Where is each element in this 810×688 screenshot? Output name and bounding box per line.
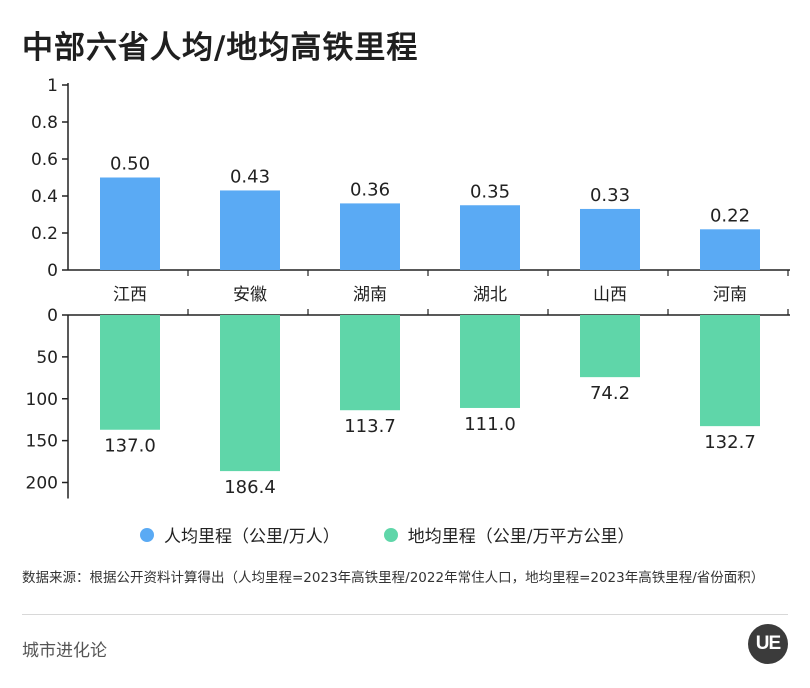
top-y-tick-label: 1	[47, 76, 58, 96]
per-capita-value-label: 0.50	[110, 154, 150, 175]
per-capita-bar	[340, 203, 400, 270]
per-area-bar	[460, 315, 520, 408]
bottom-y-tick-label: 0	[47, 306, 58, 326]
category-label: 湖北	[473, 285, 507, 305]
per-capita-value-label: 0.35	[470, 181, 510, 202]
per-area-value-label: 186.4	[224, 477, 276, 498]
category-label: 河南	[713, 285, 747, 305]
category-label: 湖南	[353, 285, 387, 305]
per-area-bar	[580, 315, 640, 378]
per-area-value-label: 113.7	[344, 416, 396, 437]
per-capita-bar	[580, 208, 640, 270]
divider	[22, 614, 788, 615]
top-y-tick-label: 0.2	[31, 224, 58, 244]
legend: 人均里程（公里/万人） 地均里程（公里/万平方公里）	[140, 522, 678, 547]
per-capita-bar	[460, 205, 520, 270]
legend-label-per-capita: 人均里程（公里/万人）	[164, 527, 340, 547]
category-label: 江西	[113, 285, 147, 305]
per-capita-value-label: 0.43	[230, 166, 270, 187]
top-y-tick-label: 0	[47, 261, 58, 281]
data-source-note: 数据来源：根据公开资料计算得出（人均里程=2023年高铁里程/2022年常住人口…	[22, 570, 765, 586]
per-area-bar	[100, 315, 160, 430]
legend-item-per-capita: 人均里程（公里/万人）	[140, 522, 340, 547]
per-capita-value-label: 0.33	[590, 185, 630, 206]
top-y-tick-label: 0.4	[31, 187, 58, 207]
per-area-bar	[220, 315, 280, 472]
per-capita-bar	[100, 177, 160, 270]
bar-chart: 0 0.2 0.4 0.6 0.8 1 0 50 100 150 200 0.50 江西 137.0 0.4…	[26, 76, 790, 499]
legend-item-per-area: 地均里程（公里/万平方公里）	[383, 522, 635, 547]
brand-logo-icon: UE	[748, 624, 788, 664]
legend-dot-per-area	[383, 527, 398, 542]
per-area-bar	[700, 315, 760, 427]
brand-name: 城市进化论	[22, 641, 107, 661]
top-y-tick-label: 0.6	[31, 150, 58, 170]
legend-label-per-area: 地均里程（公里/万平方公里）	[407, 527, 635, 547]
per-capita-value-label: 0.36	[350, 179, 390, 200]
per-capita-value-label: 0.22	[710, 205, 750, 226]
per-capita-bar	[220, 190, 280, 270]
chart-title: 中部六省人均/地均高铁里程	[22, 30, 419, 66]
per-area-bar	[340, 315, 400, 411]
bottom-y-tick-label: 50	[36, 348, 58, 368]
top-y-tick-label: 0.8	[31, 113, 58, 133]
per-area-value-label: 132.7	[704, 432, 756, 453]
category-label: 安徽	[233, 285, 267, 305]
legend-dot-per-capita	[140, 527, 154, 542]
category-label: 山西	[593, 285, 627, 305]
per-area-value-label: 111.0	[464, 414, 516, 435]
per-capita-bar	[700, 229, 760, 270]
per-area-value-label: 74.2	[590, 383, 630, 404]
bottom-y-tick-label: 150	[26, 432, 58, 452]
bottom-y-tick-label: 100	[26, 390, 58, 410]
per-area-value-label: 137.0	[104, 436, 156, 457]
bottom-y-tick-label: 200	[26, 474, 58, 494]
